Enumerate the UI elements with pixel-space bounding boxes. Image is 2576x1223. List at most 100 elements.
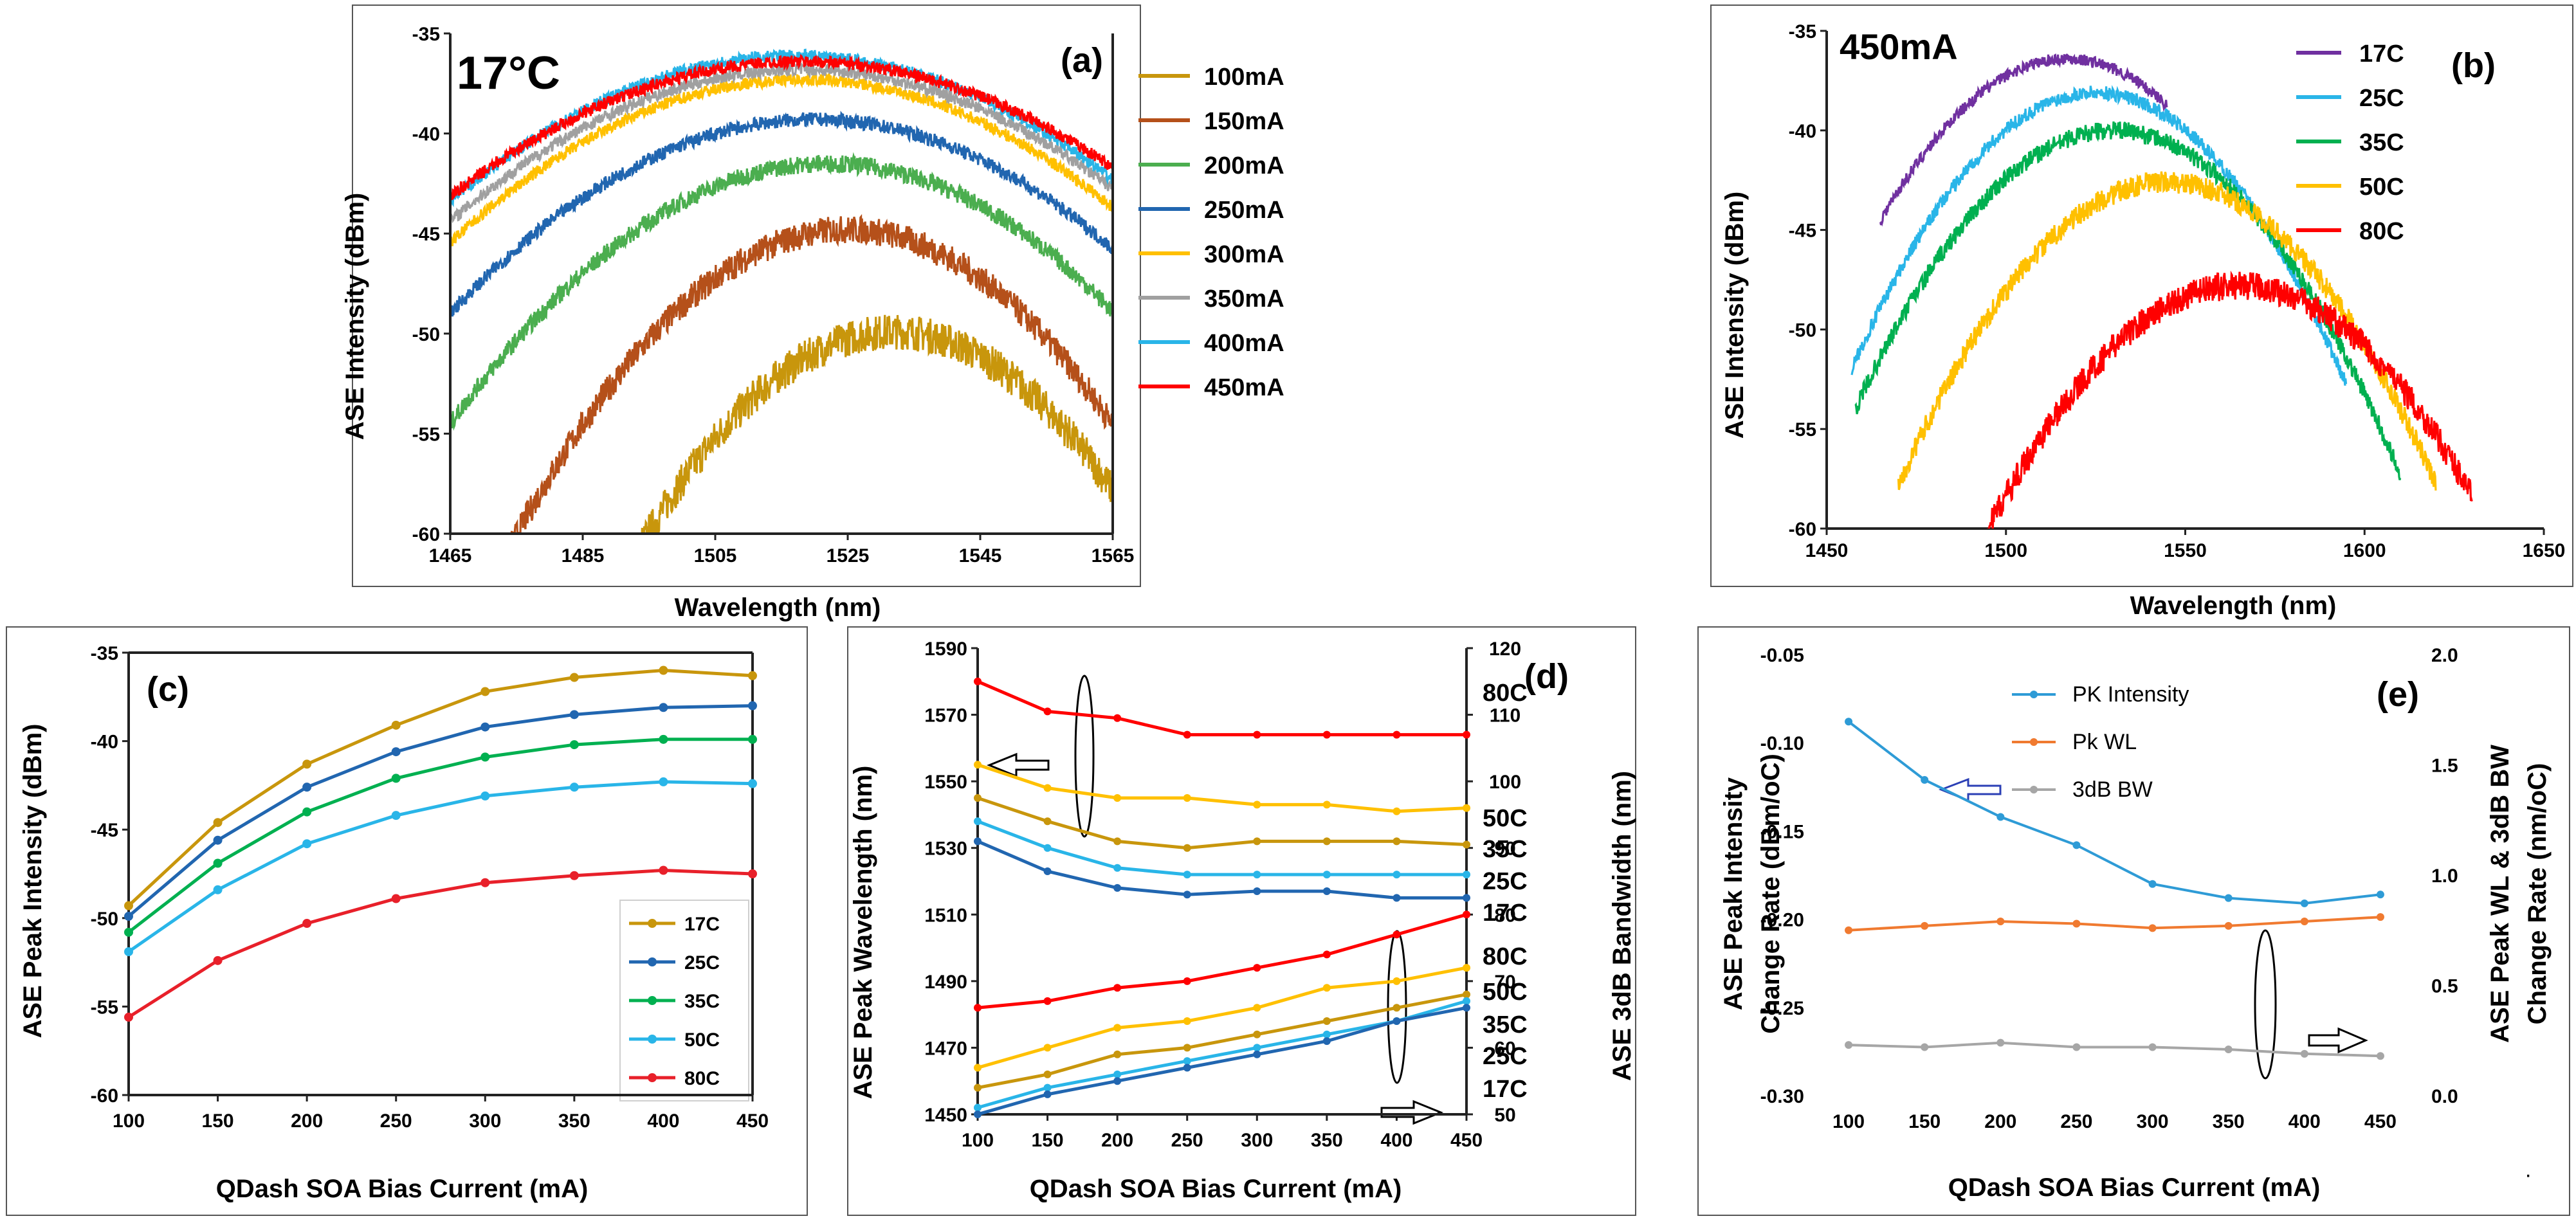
panel-a-series-150mA bbox=[510, 213, 1113, 534]
panel-a-label: (a) bbox=[1061, 41, 1103, 80]
panel-e-right-arrow-icon bbox=[2308, 1027, 2368, 1054]
panel-d-bw-point-35C bbox=[1463, 990, 1470, 999]
panel-d-wl-point-25C bbox=[1463, 871, 1470, 879]
panel-d-bw-point-50C bbox=[1183, 1017, 1191, 1025]
panel-c-point-17C bbox=[569, 673, 579, 682]
panel-c-point-17C bbox=[748, 671, 757, 680]
panel-e-frame bbox=[1697, 626, 2570, 1216]
panel-a-legend-label: 300mA bbox=[1204, 241, 1284, 268]
panel-d-bw-point-25C bbox=[1253, 1044, 1261, 1052]
panel-d-annot-wl-35C: 35C bbox=[1483, 836, 1528, 863]
panel-d-bw-point-35C bbox=[1253, 1030, 1261, 1038]
panel-e-xtick-label: 250 bbox=[2060, 1111, 2092, 1132]
panel-c-point-25C bbox=[302, 783, 312, 792]
panel-e-ytick-label: -0.05 bbox=[1760, 645, 1804, 666]
panel-a-ytick-label: -45 bbox=[412, 224, 440, 245]
panel-c-label: (c) bbox=[147, 670, 189, 709]
panel-e-point-PK Intensity bbox=[2300, 899, 2308, 907]
panel-b-legend-label: 25C bbox=[2359, 85, 2404, 112]
panel-a-ytick-label: -40 bbox=[412, 124, 440, 145]
panel-d-bw-point-35C bbox=[1393, 1004, 1401, 1012]
panel-b-y-ticks: -35 -40 -45 -50 -55 -60 bbox=[1789, 21, 1827, 540]
panel-c-point-80C bbox=[391, 894, 401, 903]
panel-e-series-PK Intensity bbox=[1847, 720, 2381, 905]
panel-e-xtick-label: 200 bbox=[1984, 1111, 2016, 1132]
panel-c-point-17C bbox=[302, 759, 312, 769]
panel-e-point-PK Intensity bbox=[1845, 718, 1853, 726]
panel-e-point-3dB BW bbox=[2300, 1049, 2308, 1058]
panel-d-wl-point-35C bbox=[974, 794, 982, 802]
panel-c-xtick-label: 100 bbox=[113, 1110, 145, 1132]
panel-e-xtick-label: 150 bbox=[1908, 1111, 1941, 1132]
panel-e-x-ticks: 100 150 200 250 300 350 400 450 bbox=[1832, 1111, 2397, 1132]
panel-e-legend: PK Intensity Pk WL 3dB BW bbox=[2012, 682, 2189, 802]
panel-d-ytick-label: 1570 bbox=[924, 705, 967, 727]
panel-d-xtick-label: 450 bbox=[1450, 1130, 1483, 1151]
panel-b-series-35C bbox=[1854, 121, 2402, 480]
panel-d-bw-point-80C bbox=[1322, 950, 1331, 959]
panel-d-annot-bw-50C: 50C bbox=[1483, 979, 1528, 1006]
panel-d-bw-point-25C bbox=[1322, 1030, 1331, 1038]
panel-e-legend-marker bbox=[2030, 691, 2038, 698]
panel-c-x-ticks: 100 150 200 250 300 350 400 450 bbox=[113, 1095, 769, 1132]
panel-c-point-50C bbox=[302, 839, 312, 849]
panel-e-ytick-label: -0.25 bbox=[1760, 998, 1804, 1019]
panel-b-legend-label: 35C bbox=[2359, 129, 2404, 156]
panel-c-point-35C bbox=[480, 752, 490, 762]
panel-d-wl-point-35C bbox=[1393, 837, 1401, 846]
panel-e-ellipse bbox=[2254, 929, 2277, 1080]
panel-d-bw-series-80C bbox=[977, 912, 1467, 1010]
panel-d-annot-wl-80C: 80C bbox=[1483, 680, 1528, 707]
panel-d-wl-point-17C bbox=[974, 837, 982, 846]
panel-d-bw-point-25C bbox=[974, 1103, 982, 1112]
panel-c-legend-marker bbox=[648, 996, 657, 1005]
panel-c-legend: 17C 25C 35C 50C 80C bbox=[629, 914, 720, 1089]
panel-e-ylabel-line1: ASE Peak Intensity bbox=[1719, 777, 1748, 1010]
panel-c-series-80C bbox=[127, 868, 753, 1019]
panel-c-point-25C bbox=[748, 701, 757, 711]
panel-d-annot-wl-17C: 17C bbox=[1483, 900, 1528, 927]
panel-c-point-17C bbox=[391, 720, 401, 730]
panel-d-wl-point-50C bbox=[974, 761, 982, 769]
panel-a-ytick-label: -55 bbox=[412, 424, 440, 445]
panel-c-point-35C bbox=[569, 740, 579, 750]
panel-c-point-50C bbox=[659, 777, 668, 786]
panel-c-point-17C bbox=[480, 687, 490, 696]
panel-b-series-80C bbox=[1986, 270, 2473, 529]
panel-d-wl-point-50C bbox=[1113, 794, 1122, 802]
panel-d-bw-point-50C bbox=[1393, 977, 1401, 985]
panel-d-bw-point-50C bbox=[974, 1064, 982, 1072]
panel-c-point-80C bbox=[659, 865, 668, 875]
panel-e-legend-label: 3dB BW bbox=[2072, 777, 2153, 802]
panel-c-legend-marker bbox=[648, 1035, 657, 1044]
panel-d-bw-point-35C bbox=[1113, 1050, 1122, 1058]
panel-d-wl-point-35C bbox=[1253, 837, 1261, 846]
panel-c-xtick-label: 450 bbox=[736, 1110, 769, 1132]
panel-e-ytick-label: -0.30 bbox=[1760, 1086, 1804, 1107]
panel-a-legend: 100mA 150mA 200mA 250mA 300mA 350mA 400mA 450mA bbox=[1138, 64, 1284, 401]
panel-c-xtick-label: 150 bbox=[202, 1110, 234, 1132]
panel-c-legend-label: 25C bbox=[684, 952, 720, 974]
panel-e-point-PK Intensity bbox=[2376, 891, 2384, 899]
panel-d-ytick2-label: 120 bbox=[1489, 639, 1521, 660]
panel-d-wl-point-50C bbox=[1322, 801, 1331, 809]
panel-e-ytick-label: -0.10 bbox=[1760, 733, 1804, 754]
panel-d-bw-point-17C bbox=[1322, 1037, 1331, 1046]
panel-e-xtick-label: 300 bbox=[2137, 1111, 2169, 1132]
panel-d-bw-point-35C bbox=[1322, 1017, 1331, 1025]
panel-e-ytick2-label: 1.5 bbox=[2431, 756, 2458, 777]
panel-c-legend-label: 35C bbox=[684, 991, 720, 1012]
panel-d-bw-point-80C bbox=[974, 1004, 982, 1012]
panel-d-ytick2-label: 80 bbox=[1494, 905, 1515, 926]
panel-c-frame bbox=[6, 626, 808, 1216]
panel-b-legend-label: 80C bbox=[2359, 218, 2404, 245]
panel-d-bw-point-17C bbox=[1043, 1090, 1052, 1098]
panel-d-annotations: 80C 50C 35C 25C 17C 80C 50C 35C 25C 17C bbox=[1483, 680, 1528, 1103]
panel-d-wl-point-25C bbox=[1183, 871, 1191, 879]
panel-e-ytick2-label: 0.5 bbox=[2431, 976, 2458, 997]
panel-a-legend-label: 450mA bbox=[1204, 374, 1284, 401]
panel-d-ytick2-label: 110 bbox=[1490, 705, 1521, 727]
panel-b-legend-label: 17C bbox=[2359, 41, 2404, 68]
panel-c-ytick-label: -50 bbox=[91, 909, 118, 930]
panel-c-ytick-label: -55 bbox=[91, 997, 118, 1018]
